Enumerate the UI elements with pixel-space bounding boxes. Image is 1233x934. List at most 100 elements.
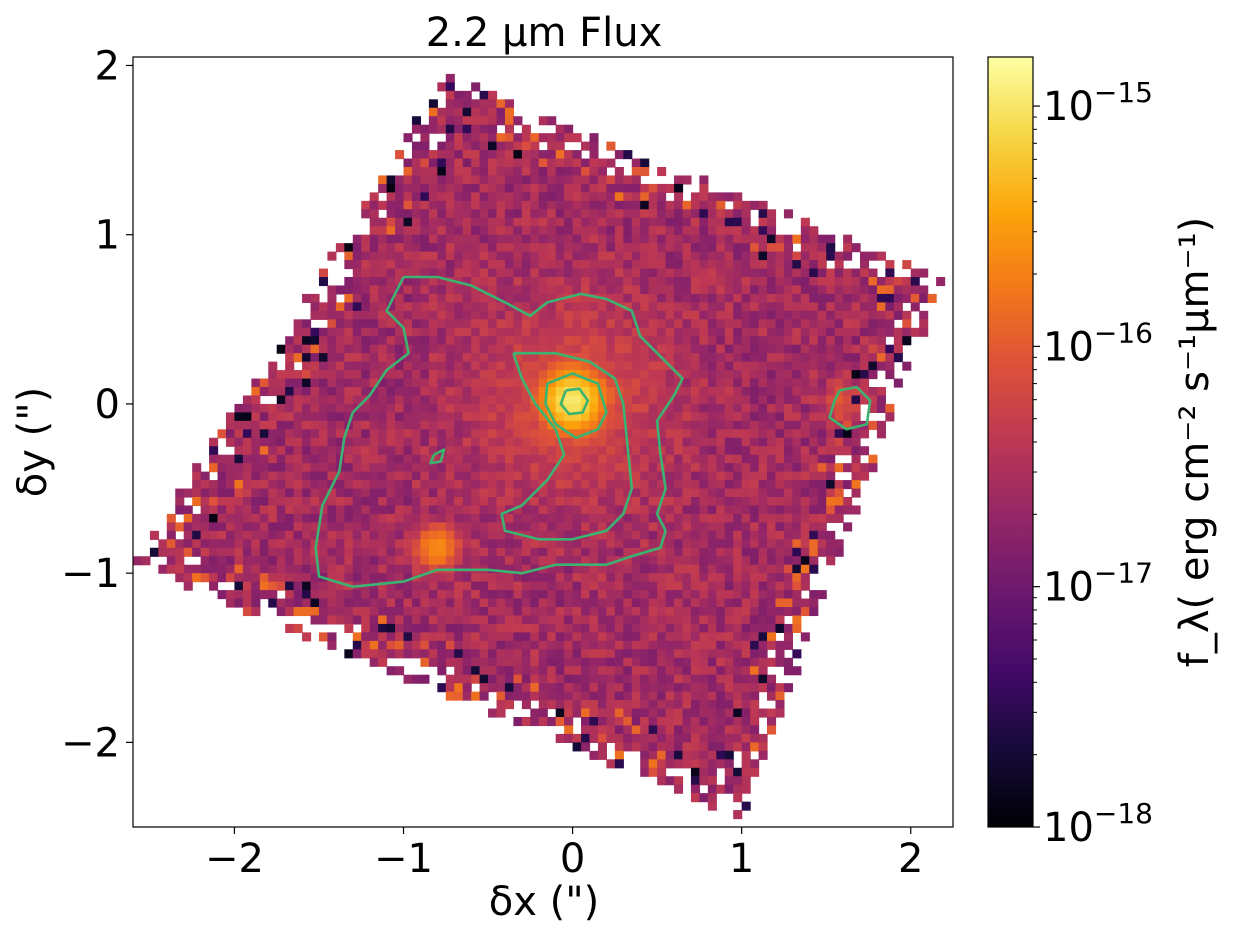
heatmap-cell [733,361,743,371]
heatmap-cell [614,573,624,583]
heatmap-cell [690,725,700,735]
heatmap-cell [597,471,607,481]
heatmap-cell [767,293,777,303]
heatmap-cell [352,260,362,270]
heatmap-cell [513,522,523,532]
heatmap-cell [597,336,607,346]
heatmap-cell [479,336,489,346]
heatmap-cell [395,480,405,490]
heatmap-cell [640,387,650,397]
heatmap-cell [462,480,472,490]
heatmap-cell [733,767,743,777]
heatmap-cell [555,268,565,278]
heatmap-cell [437,657,447,667]
heatmap-cell [504,412,515,422]
heatmap-cell [496,387,506,397]
heatmap-cell [361,522,371,532]
heatmap-cell [809,293,819,303]
heatmap-cell [631,293,641,303]
heatmap-cell [707,801,717,811]
heatmap-cell [589,590,599,600]
heatmap-cell [445,226,455,236]
heatmap-cell [555,623,565,633]
heatmap-cell [809,387,819,397]
heatmap-cell [276,387,286,397]
heatmap-cell [657,209,667,219]
heatmap-cell [369,615,379,625]
heatmap-cell [538,539,548,549]
heatmap-cell [623,717,633,727]
heatmap-cell [428,175,438,185]
heatmap-cell [386,598,396,608]
heatmap-cell [648,353,658,363]
heatmap-cell [640,353,650,363]
heatmap-cell [547,217,557,227]
heatmap-cell [454,691,464,701]
heatmap-cell [175,564,185,574]
heatmap-cell [488,590,498,600]
heatmap-cell [893,310,903,320]
heatmap-cell [843,387,853,397]
heatmap-cell [327,640,337,650]
heatmap-cell [741,784,751,794]
heatmap-cell [648,674,658,684]
heatmap-cell [530,649,540,659]
heatmap-cell [403,573,413,583]
heatmap-cell [885,403,895,413]
heatmap-cell [555,530,565,540]
heatmap-cell [217,547,227,557]
heatmap-cell [657,708,667,718]
heatmap-cell [327,336,337,346]
heatmap-cell [623,150,633,160]
heatmap-cell [707,666,717,676]
heatmap-cell [589,463,599,473]
heatmap-cell [521,150,531,160]
heatmap-cell [631,429,641,439]
heatmap-cell [234,547,244,557]
heatmap-cell [420,564,430,574]
heatmap-cell [623,581,633,591]
heatmap-cell [674,657,684,667]
heatmap-cell [403,302,413,312]
heatmap-cell [767,522,777,532]
chart-title: 2.2 μm Flux [426,10,663,56]
heatmap-cell [758,336,768,346]
heatmap-cell [293,513,303,523]
heatmap-cell [699,640,709,650]
heatmap-cell [479,133,489,143]
heatmap-cell [614,657,624,667]
heatmap-cell [767,454,777,464]
heatmap-cell [285,361,295,371]
heatmap-cell [530,150,540,160]
heatmap-cell [860,378,870,388]
heatmap-cell [690,268,700,278]
heatmap-cell [860,327,870,337]
heatmap-cell [581,243,591,253]
heatmap-cell [682,505,692,515]
heatmap-cell [648,717,658,727]
heatmap-cell [538,251,548,261]
heatmap-cell [428,395,438,405]
heatmap-cell [386,420,396,430]
heatmap-cell [361,412,371,422]
heatmap-cell [234,488,244,498]
heatmap-cell [758,251,768,261]
heatmap-cell [623,243,633,253]
heatmap-cell [826,454,836,464]
heatmap-cell [318,471,329,481]
heatmap-cell [572,133,582,143]
heatmap-cell [454,243,464,253]
heatmap-cell [564,581,574,591]
heatmap-cell [716,412,726,422]
heatmap-cell [733,573,743,583]
heatmap-cell [581,733,591,743]
heatmap-cell [471,133,481,143]
heatmap-cell [690,454,700,464]
heatmap-cell [411,361,422,371]
heatmap-cell [352,277,362,287]
heatmap-cell [488,547,498,557]
heatmap-cell [530,623,540,633]
heatmap-cell [496,344,506,354]
heatmap-cell [707,293,717,303]
heatmap-cell [682,336,692,346]
